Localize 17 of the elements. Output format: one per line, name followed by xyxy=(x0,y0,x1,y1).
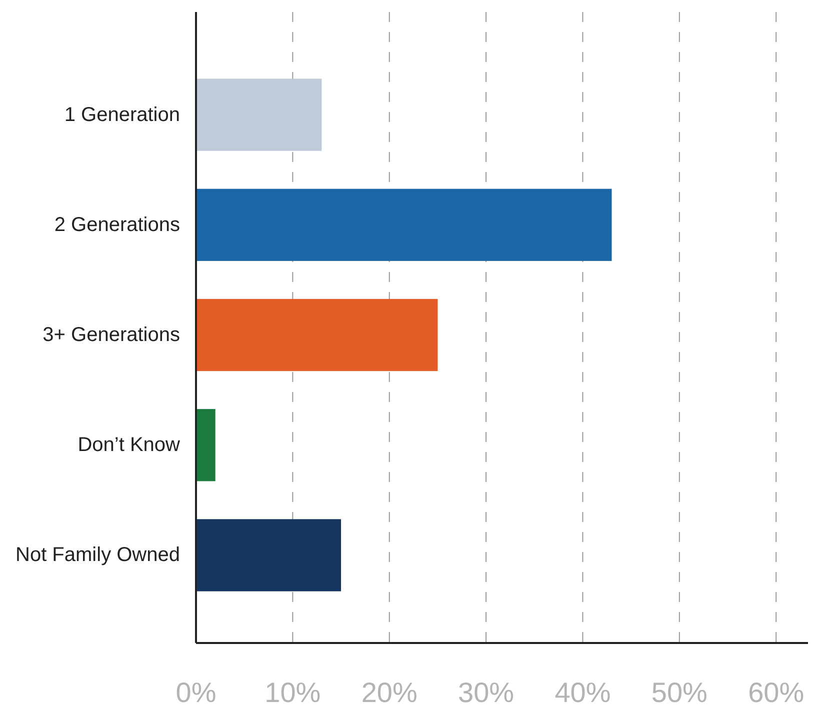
x-tick-label: 10% xyxy=(264,677,321,708)
x-tick-label: 60% xyxy=(748,677,804,708)
bar xyxy=(196,409,216,482)
x-tick-label: 30% xyxy=(458,677,514,708)
y-tick-label: 2 Generations xyxy=(54,214,180,236)
bar xyxy=(196,519,342,592)
y-tick-label: 3+ Generations xyxy=(42,324,180,346)
y-tick-label: 1 Generation xyxy=(64,104,180,126)
y-tick-label: Don’t Know xyxy=(78,434,181,456)
x-tick-label: 0% xyxy=(176,677,216,708)
bar xyxy=(196,298,438,372)
y-tick-label: Not Family Owned xyxy=(16,544,180,566)
x-tick-label: 40% xyxy=(554,677,611,708)
x-tick-label: 50% xyxy=(651,677,708,708)
bar xyxy=(196,188,612,261)
x-tick-label: 20% xyxy=(361,677,418,708)
bar xyxy=(196,78,322,151)
